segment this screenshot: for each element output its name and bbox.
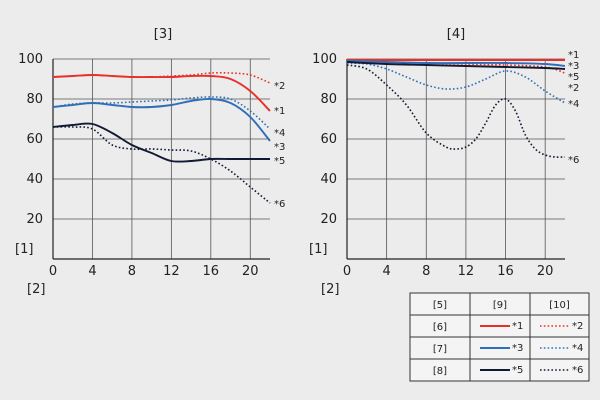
legend-header: [9] <box>493 300 507 311</box>
series-end-label: *6 <box>568 155 579 166</box>
series-end-label: *3 <box>568 61 579 72</box>
x-tick-label: 12 <box>163 264 180 279</box>
x-tick-label: 4 <box>88 264 96 279</box>
series-end-label: *4 <box>568 99 579 110</box>
x-tick-label: 16 <box>497 264 514 279</box>
legend-solid-label: *1 <box>512 321 523 332</box>
x-tick-label: 4 <box>382 264 390 279</box>
y-axis-label-right: [1] <box>309 242 327 257</box>
series-line-star4 <box>52 96 271 130</box>
legend-row-label: [6] <box>433 322 447 333</box>
x-tick-label: 0 <box>343 264 351 279</box>
series-line-star4 <box>346 62 566 104</box>
legend-row-label: [7] <box>433 344 447 355</box>
y-tick-label: 80 <box>320 92 337 107</box>
legend-header: [5] <box>433 300 447 311</box>
y-tick-label: 100 <box>312 52 337 67</box>
legend-solid-label: *3 <box>512 343 523 354</box>
x-tick-label: 8 <box>128 264 136 279</box>
series-line-star3 <box>52 97 271 142</box>
x-tick-label: 8 <box>422 264 430 279</box>
legend-header: [10] <box>549 300 570 311</box>
x-axis-label-left: [2] <box>27 282 45 297</box>
y-tick-label: 20 <box>26 212 43 227</box>
x-tick-label: 0 <box>49 264 57 279</box>
series-line-star6 <box>346 64 566 158</box>
series-line-star5 <box>52 122 270 163</box>
y-tick-label: 60 <box>26 132 43 147</box>
series-end-label: *3 <box>274 142 285 153</box>
y-tick-label: 40 <box>320 172 337 187</box>
chart-title-left: [3] <box>154 27 172 42</box>
x-tick-label: 20 <box>537 264 554 279</box>
series-line-star3 <box>346 60 566 67</box>
x-tick-label: 20 <box>242 264 259 279</box>
legend-solid-label: *5 <box>512 365 523 376</box>
series-line-star6 <box>52 126 271 204</box>
series-end-label: *1 <box>274 106 285 117</box>
chart-title-right: [4] <box>447 27 465 42</box>
x-tick-label: 12 <box>458 264 475 279</box>
series-end-label: *5 <box>274 156 285 167</box>
y-tick-label: 40 <box>26 172 43 187</box>
y-tick-label: 100 <box>18 52 43 67</box>
series-end-label: *6 <box>274 199 285 210</box>
legend-dotted-label: *6 <box>572 365 583 376</box>
series-end-label: *1 <box>568 50 579 61</box>
y-axis-label-left: [1] <box>15 242 33 257</box>
legend-dotted-label: *4 <box>572 343 583 354</box>
x-axis-label-right: [2] <box>321 282 339 297</box>
series-end-label: *5 <box>568 72 579 83</box>
x-tick-label: 16 <box>203 264 220 279</box>
series-line-star2 <box>52 71 271 84</box>
y-tick-label: 20 <box>320 212 337 227</box>
series-end-label: *2 <box>568 83 579 94</box>
series-line-star1 <box>52 74 271 112</box>
series-line-star2 <box>346 60 566 74</box>
series-line-star5 <box>346 61 566 70</box>
legend-row-label: [8] <box>433 366 447 377</box>
series-end-label: *2 <box>274 81 285 92</box>
y-tick-label: 60 <box>320 132 337 147</box>
legend-dotted-label: *2 <box>572 321 583 332</box>
series-end-label: *4 <box>274 128 285 139</box>
y-tick-label: 80 <box>26 92 43 107</box>
